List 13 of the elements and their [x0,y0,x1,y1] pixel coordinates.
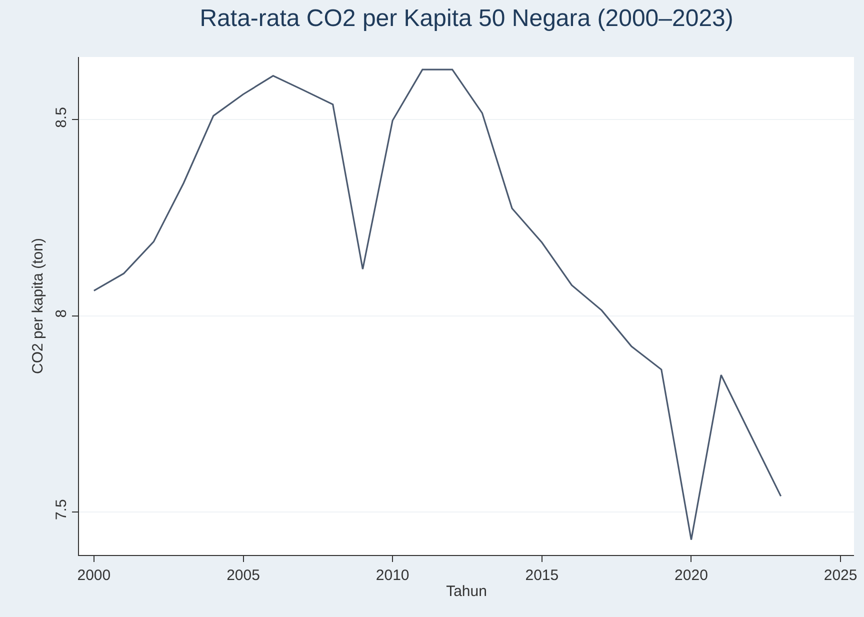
x-tick-label: 2000 [77,567,111,584]
x-axis-title: Tahun [446,583,487,600]
x-tick-label: 2010 [376,567,410,584]
x-tick-label: 2015 [525,567,559,584]
chart-title: Rata-rata CO2 per Kapita 50 Negara (2000–2023) [200,5,734,32]
line-series [93,68,782,541]
x-tick-label: 2025 [824,567,858,584]
x-tick-label: 2020 [674,567,708,584]
y-tick-label: 8.5 [53,107,70,128]
x-tick-label: 2005 [226,567,260,584]
y-axis-title: CO2 per kapita (ton) [29,238,46,374]
y-tick-label: 7.5 [53,499,70,520]
y-tick-label: 8 [53,309,70,318]
